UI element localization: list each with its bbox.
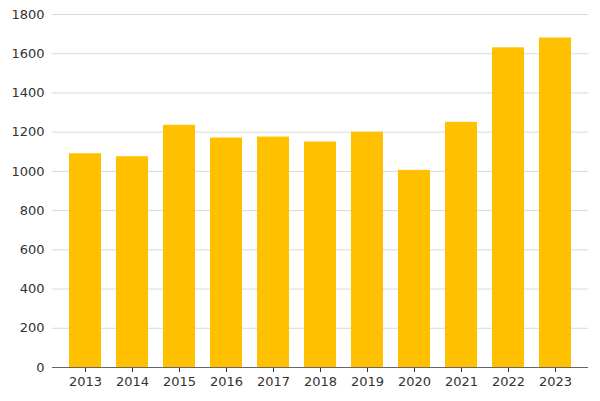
- svg-text:1600: 1600: [11, 46, 44, 61]
- svg-text:1400: 1400: [11, 85, 44, 100]
- svg-text:2019: 2019: [351, 374, 384, 389]
- svg-text:0: 0: [36, 360, 44, 375]
- svg-text:1800: 1800: [11, 7, 44, 22]
- svg-text:2022: 2022: [492, 374, 525, 389]
- svg-text:2020: 2020: [398, 374, 431, 389]
- svg-text:2014: 2014: [116, 374, 149, 389]
- svg-text:2021: 2021: [445, 374, 478, 389]
- svg-text:200: 200: [20, 320, 45, 335]
- svg-text:800: 800: [20, 203, 45, 218]
- svg-text:2018: 2018: [304, 374, 337, 389]
- svg-text:1200: 1200: [11, 124, 44, 139]
- svg-text:400: 400: [20, 281, 45, 296]
- svg-text:2017: 2017: [257, 374, 290, 389]
- svg-text:2023: 2023: [539, 374, 572, 389]
- svg-text:2016: 2016: [210, 374, 243, 389]
- svg-text:1000: 1000: [11, 164, 44, 179]
- svg-text:2015: 2015: [163, 374, 196, 389]
- svg-text:2013: 2013: [69, 374, 102, 389]
- svg-text:600: 600: [20, 242, 45, 257]
